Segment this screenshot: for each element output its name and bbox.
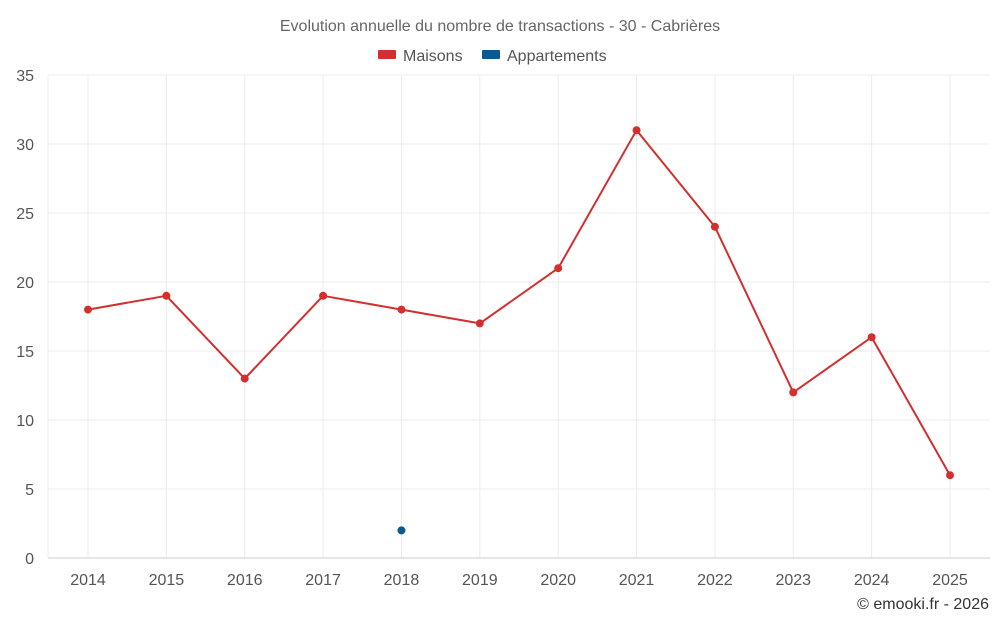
legend-item-maisons[interactable]: Maisons	[378, 48, 463, 65]
y-tick-label: 30	[16, 137, 34, 154]
data-point-maisons[interactable]	[710, 222, 719, 231]
x-tick-label: 2022	[697, 572, 733, 589]
data-point-maisons[interactable]	[632, 126, 641, 135]
chart-title: Evolution annuelle du nombre de transact…	[280, 18, 720, 35]
data-point-maisons[interactable]	[946, 471, 954, 480]
legend-swatch-maisons	[378, 50, 396, 59]
x-tick-label: 2016	[227, 572, 263, 589]
y-tick-label: 0	[25, 551, 34, 568]
x-tick-label: 2021	[619, 572, 655, 589]
x-tick-label: 2014	[70, 572, 106, 589]
data-point-maisons[interactable]	[397, 305, 406, 314]
data-point-maisons[interactable]	[84, 305, 92, 314]
y-tick-label: 20	[16, 275, 34, 292]
data-point-maisons[interactable]	[162, 291, 171, 300]
data-point-maisons[interactable]	[554, 264, 563, 273]
grid	[48, 74, 990, 558]
x-tick-label: 2017	[305, 572, 341, 589]
x-tick-label: 2025	[932, 572, 968, 589]
legend-label-appartements: Appartements	[507, 48, 607, 65]
x-tick-label: 2023	[775, 572, 811, 589]
legend-item-appartements[interactable]: Appartements	[482, 48, 607, 65]
y-tick-label: 25	[16, 206, 34, 223]
legend-label-maisons: Maisons	[403, 48, 463, 65]
x-tick-label: 2019	[462, 572, 498, 589]
legend-swatch-appartements	[482, 50, 500, 59]
data-point-maisons[interactable]	[789, 388, 798, 397]
data-point-maisons[interactable]	[319, 291, 328, 300]
series-line-maisons	[87, 129, 951, 476]
y-tick-label: 5	[25, 482, 34, 499]
credit-text: © emooki.fr - 2026	[857, 596, 989, 613]
x-tick-label: 2024	[854, 572, 890, 589]
data-point-appartements[interactable]	[397, 526, 406, 535]
x-tick-label: 2018	[384, 572, 420, 589]
y-tick-label: 10	[16, 413, 34, 430]
y-tick-label: 15	[16, 344, 34, 361]
y-tick-label: 35	[16, 68, 34, 85]
x-tick-label: 2020	[540, 572, 576, 589]
legend: Maisons Appartements	[378, 48, 607, 65]
data-point-maisons[interactable]	[240, 374, 249, 383]
x-tick-label: 2015	[149, 572, 185, 589]
data-point-maisons[interactable]	[475, 319, 484, 328]
data-point-maisons[interactable]	[867, 333, 876, 342]
series	[84, 126, 954, 535]
